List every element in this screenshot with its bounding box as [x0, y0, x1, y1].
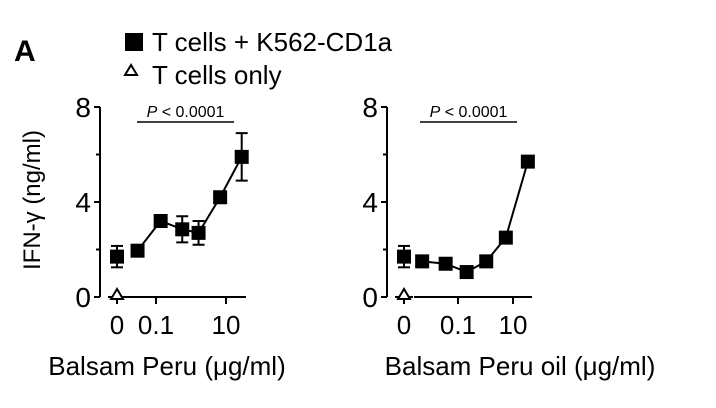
legend-marker-filled-square [125, 33, 143, 51]
data-point [498, 230, 513, 245]
y-tick-label: 0 [362, 282, 378, 313]
data-point [479, 254, 494, 269]
significance-annotation: P < 0.0001 [147, 104, 225, 121]
data-point-cells-only [109, 287, 125, 300]
data-point [234, 149, 249, 164]
data-point [213, 190, 228, 205]
data-point [191, 225, 206, 240]
x-tick-label: 0 [110, 310, 124, 340]
y-tick-label: 4 [362, 187, 378, 218]
data-point [520, 154, 535, 169]
legend-marker-open-triangle [123, 63, 139, 76]
x-tick-label: 0.1 [138, 310, 174, 340]
data-point [438, 256, 453, 271]
legend: T cells + K562-CD1a T cells only [123, 27, 393, 90]
y-axis-label: IFN-γ (ng/ml) [19, 130, 46, 270]
x-tick-label: 10 [212, 310, 241, 340]
panel-label: A [14, 35, 36, 68]
x-tick-label: 10 [499, 310, 528, 340]
x-axis-label-balsam-peru-oil: Balsam Peru oil (μg/ml) [385, 351, 656, 381]
y-tick-label: 0 [75, 282, 91, 313]
series-line [422, 161, 529, 274]
legend-label-with-targets: T cells + K562-CD1a [152, 27, 393, 57]
data-point [459, 265, 474, 280]
data-point [153, 214, 168, 228]
x-tick-label: 0.1 [440, 310, 476, 340]
data-point-cells-only [396, 287, 412, 300]
y-tick-label: 4 [75, 187, 91, 218]
y-tick-label: 8 [362, 92, 378, 123]
data-point [415, 254, 430, 269]
x-tick-label: 0 [397, 310, 411, 340]
data-point-zero-dose [110, 249, 124, 264]
data-point-zero-dose [397, 249, 411, 264]
x-axis-label-balsam-peru: Balsam Peru (μg/ml) [48, 351, 285, 381]
y-tick-label: 8 [75, 92, 91, 123]
significance-annotation: P < 0.0001 [430, 104, 508, 121]
chart-panel-balsam-peru: 0 4 8 0 0.1 10 P < 0.0001 [75, 92, 249, 340]
legend-label-cells-only: T cells only [152, 60, 282, 90]
chart-panel-balsam-peru-oil: 0 4 8 0 0.1 10 P < 0.0001 [362, 92, 535, 340]
data-point [130, 243, 145, 258]
data-point [175, 222, 190, 237]
